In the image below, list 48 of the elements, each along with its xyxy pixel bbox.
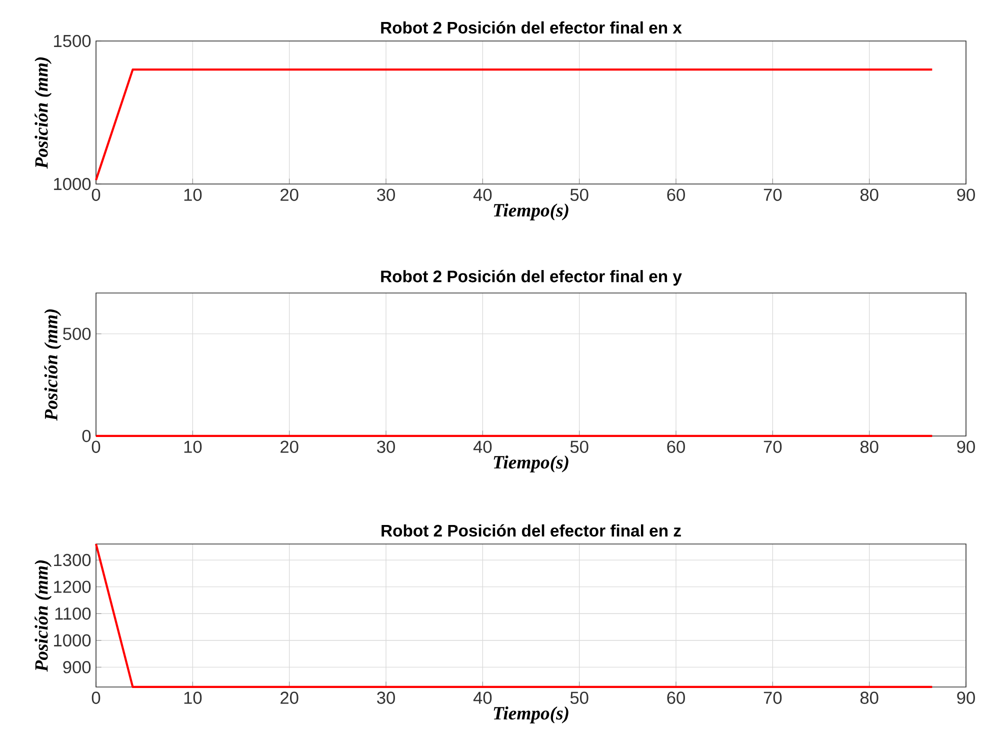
x-tick-label: 50 <box>570 188 588 201</box>
x-tick-label: 70 <box>764 692 782 704</box>
x-tick-label: 60 <box>667 692 685 704</box>
x-tick-label: 80 <box>860 440 878 453</box>
y-tick-label: 1100 <box>55 607 91 620</box>
x-tick-label: 20 <box>280 440 298 453</box>
x-axis-title: Tiempo(s) <box>494 203 568 220</box>
chart-title: Robot 2 Posición del efector final en x <box>381 21 682 34</box>
x-tick-label: 60 <box>667 440 685 453</box>
x-tick-label: 50 <box>570 440 588 453</box>
y-axis-title: Posición (mm) <box>44 309 62 421</box>
chart-title: Robot 2 Posición del efector final en z <box>382 524 681 537</box>
x-tick-label: 40 <box>473 188 492 201</box>
x-tick-label: 20 <box>280 188 298 201</box>
y-tick-label: 1000 <box>54 634 91 647</box>
x-tick-label: 30 <box>377 440 395 453</box>
y-tick-label: 900 <box>63 661 91 674</box>
y-tick-label: 500 <box>63 328 91 340</box>
y-tick-label: 1300 <box>54 554 91 566</box>
x-tick-label: 0 <box>92 692 100 704</box>
x-tick-label: 80 <box>860 188 878 201</box>
chart-title: Robot 2 Posición del efector final en y <box>381 270 682 286</box>
x-tick-label: 90 <box>957 440 975 453</box>
x-tick-label: 90 <box>957 692 975 704</box>
y-tick-label: 1500 <box>54 34 91 48</box>
x-tick-label: 20 <box>280 692 298 704</box>
x-tick-label: 50 <box>570 692 588 704</box>
x-tick-label: 60 <box>667 188 685 201</box>
y-tick-label: 1200 <box>54 580 91 593</box>
x-tick-label: 40 <box>473 692 492 704</box>
x-tick-label: 10 <box>184 440 202 453</box>
x-tick-label: 70 <box>764 188 782 201</box>
y-tick-label: 0 <box>82 430 91 442</box>
x-tick-label: 40 <box>473 440 492 453</box>
x-tick-label: 90 <box>957 188 975 201</box>
x-axis-title: Tiempo(s) <box>494 455 568 472</box>
x-tick-label: 30 <box>377 188 395 201</box>
x-tick-label: 80 <box>860 692 878 704</box>
x-tick-label: 0 <box>92 440 100 453</box>
y-axis-title: Posición (mm) <box>34 560 52 672</box>
y-axis-title: Posición (mm) <box>34 57 52 169</box>
x-tick-label: 10 <box>184 692 202 704</box>
x-axis-title: Tiempo(s) <box>494 706 568 724</box>
y-tick-label: 1000 <box>54 178 91 190</box>
x-tick-label: 30 <box>377 692 395 704</box>
x-tick-label: 70 <box>764 440 782 453</box>
x-tick-label: 0 <box>92 188 100 201</box>
x-tick-label: 10 <box>184 188 202 201</box>
